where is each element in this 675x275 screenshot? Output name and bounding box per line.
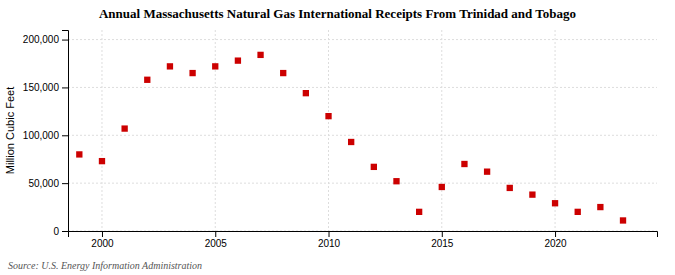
tick-label: 2020: [544, 238, 567, 249]
point: [167, 63, 173, 69]
tick: 2015: [431, 231, 454, 249]
tick-label: 100,000: [23, 130, 60, 141]
tick: 200,000: [23, 34, 68, 45]
tick-mark: [442, 231, 443, 237]
tick: 2000: [91, 231, 114, 249]
point: [303, 90, 309, 96]
tick-mark: [102, 231, 103, 237]
point: [575, 209, 581, 215]
tick-label: 2000: [91, 238, 114, 249]
tick-label: 50,000: [28, 178, 59, 189]
grid-line-x: [215, 30, 216, 231]
point: [189, 70, 195, 76]
tick-mark: [215, 231, 216, 237]
grid-line-x: [101, 30, 102, 231]
point: [552, 200, 558, 206]
tick-mark: [62, 183, 68, 184]
point: [484, 168, 490, 174]
x-axis: 2000 2005 2010 2015 2020: [69, 231, 658, 249]
point: [416, 209, 422, 215]
title: Annual Massachusetts Natural Gas Interna…: [99, 6, 576, 21]
grid-line-y: [68, 183, 657, 184]
tick: 2005: [205, 231, 228, 249]
tick-mark: [62, 40, 68, 41]
tick-mark: [62, 135, 68, 136]
tick-mark: [555, 231, 556, 237]
point: [99, 158, 105, 164]
grid-line-x: [328, 30, 329, 231]
point: [507, 185, 513, 191]
tick: 100,000: [23, 130, 68, 141]
tick: 0: [53, 226, 68, 237]
y-axis-title: Million Cubic Feet: [4, 87, 16, 174]
point: [461, 161, 467, 167]
tick: 2010: [318, 231, 341, 249]
point: [325, 113, 331, 119]
grid-line-y: [68, 135, 657, 136]
point: [439, 184, 445, 190]
point: [121, 125, 127, 131]
marks: [76, 52, 626, 224]
point: [257, 52, 263, 58]
point: [76, 151, 82, 157]
point: [597, 204, 603, 210]
point: [280, 70, 286, 76]
plot-area: 2000 2005 2010 2015 2020 0 50,000 100,000 150,00…: [23, 30, 658, 249]
tick-label: 150,000: [23, 82, 60, 93]
tick: 150,000: [23, 82, 68, 93]
point: [529, 191, 535, 197]
grid-line-y: [68, 87, 657, 88]
point: [235, 57, 241, 63]
tick-mark: [62, 87, 68, 88]
tick-label: 2010: [318, 238, 341, 249]
tick: 2020: [544, 231, 567, 249]
tick-label: 0: [53, 226, 59, 237]
grid-line-x: [441, 30, 442, 231]
tick-label: 2015: [431, 238, 454, 249]
point: [620, 217, 626, 223]
chart: 2000 2005 2010 2015 2020 0 50,000 100,000 150,00…: [0, 0, 675, 275]
tick-label: 2005: [205, 238, 228, 249]
grid: [68, 30, 657, 231]
y-axis: 0 50,000 100,000 150,000 200,000: [23, 31, 69, 237]
point: [371, 164, 377, 170]
point: [393, 178, 399, 184]
axis-line: [62, 31, 69, 232]
tick: 50,000: [28, 178, 68, 189]
tick-mark: [329, 231, 330, 237]
annotation: Source: U.S. Energy Information Administ…: [8, 260, 202, 271]
axis-line: [69, 232, 658, 238]
tick-label: 200,000: [23, 34, 60, 45]
point: [144, 77, 150, 83]
grid-line-y: [68, 39, 657, 40]
point: [348, 139, 354, 145]
point: [212, 63, 218, 69]
tick-mark: [62, 231, 68, 232]
